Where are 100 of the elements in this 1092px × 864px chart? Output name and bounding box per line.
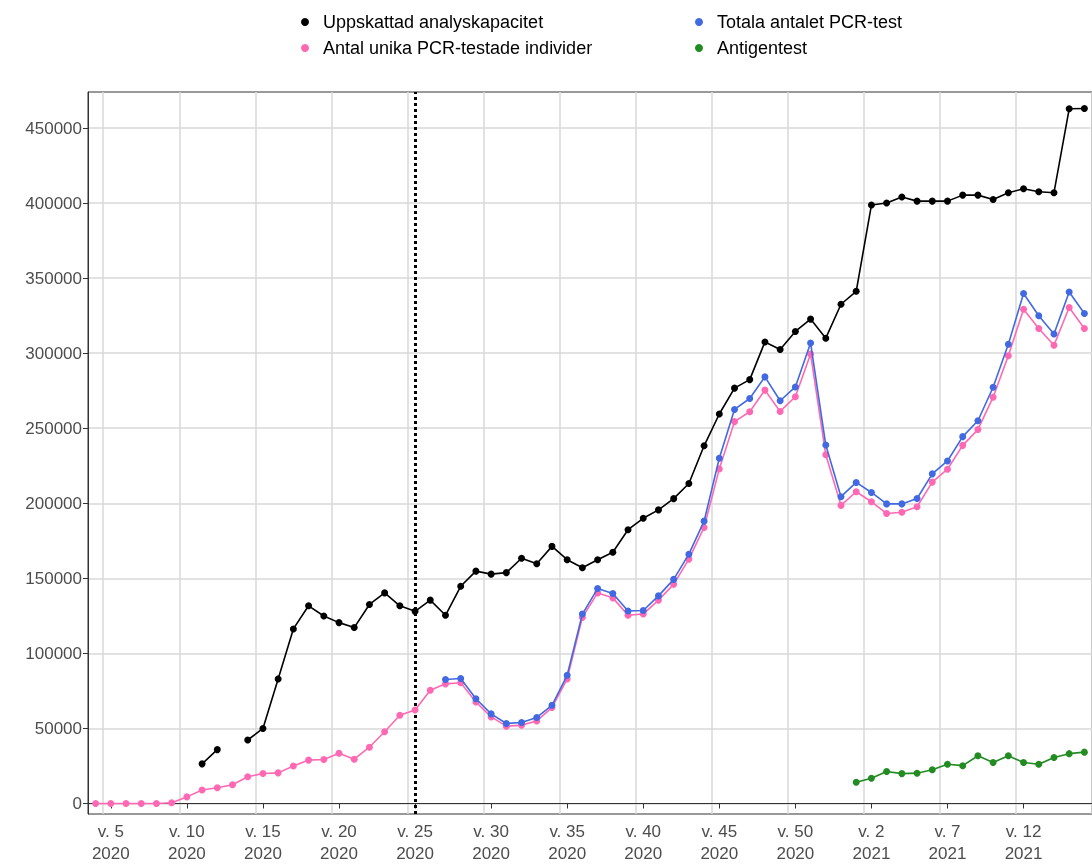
- point: [1020, 289, 1028, 297]
- point: [989, 759, 997, 767]
- point: [1004, 752, 1012, 760]
- point: [1020, 759, 1028, 767]
- point: [213, 746, 221, 754]
- point: [1080, 105, 1088, 113]
- point: [685, 479, 693, 487]
- point: [624, 526, 632, 534]
- point: [700, 442, 708, 450]
- point: [426, 596, 434, 604]
- point: [731, 384, 739, 392]
- x-tick-label: v. 2 2021: [852, 821, 891, 863]
- point: [518, 554, 526, 562]
- point: [974, 417, 982, 425]
- point: [1065, 105, 1073, 113]
- point: [320, 612, 328, 620]
- point: [928, 470, 936, 478]
- point: [867, 774, 875, 782]
- point: [578, 564, 586, 572]
- point: [365, 600, 373, 608]
- y-tick-label: 400000: [25, 193, 82, 213]
- x-tick-label: v. 5 2020: [91, 821, 130, 863]
- point: [715, 454, 723, 462]
- point: [1035, 188, 1043, 196]
- point: [639, 606, 647, 614]
- point: [898, 770, 906, 778]
- point: [791, 383, 799, 391]
- point: [289, 625, 297, 633]
- point: [791, 327, 799, 335]
- point: [396, 602, 404, 610]
- point: [837, 300, 845, 308]
- point: [989, 195, 997, 203]
- point: [411, 607, 419, 615]
- x-tick-label: v. 10 2020: [167, 821, 206, 863]
- point: [913, 769, 921, 777]
- x-tick-label: v. 20 2020: [320, 821, 358, 863]
- point: [959, 762, 967, 770]
- point: [867, 488, 875, 496]
- point: [457, 582, 465, 590]
- point: [867, 201, 875, 209]
- point: [928, 197, 936, 205]
- y-tick-label: 100000: [25, 643, 82, 663]
- point: [198, 760, 206, 768]
- point: [274, 675, 282, 683]
- x-tick-label: v. 40 2020: [624, 821, 663, 863]
- point: [776, 397, 784, 405]
- point: [654, 506, 662, 514]
- point: [1035, 312, 1043, 320]
- point: [959, 433, 967, 441]
- x-tick-label: v. 25 2020: [396, 821, 434, 863]
- point: [700, 517, 708, 525]
- point: [822, 441, 830, 449]
- legend-label: Antal unika PCR-testade individer: [323, 38, 593, 58]
- y-tick-label: 450000: [25, 118, 82, 138]
- legend-label: Uppskattad analyskapacitet: [323, 12, 544, 32]
- point: [472, 567, 480, 575]
- point: [898, 193, 906, 201]
- point: [670, 495, 678, 503]
- point: [974, 752, 982, 760]
- point: [1050, 189, 1058, 197]
- point: [1065, 288, 1073, 296]
- legend-label: Totala antalet PCR-test: [717, 12, 903, 32]
- y-tick-label: 50000: [34, 718, 82, 738]
- legend-label: Antigentest: [717, 38, 808, 58]
- point: [943, 197, 951, 205]
- x-tick-label: v. 35 2020: [548, 821, 587, 863]
- x-tick-label: v. 15 2020: [244, 821, 282, 863]
- point: [715, 410, 723, 418]
- point: [441, 611, 449, 619]
- point: [883, 199, 891, 207]
- point: [305, 602, 313, 610]
- point: [1065, 750, 1073, 758]
- point: [533, 713, 541, 721]
- point: [594, 556, 602, 564]
- point: [1004, 340, 1012, 348]
- point: [639, 514, 647, 522]
- y-tick-label: 300000: [25, 343, 82, 363]
- point: [335, 619, 343, 627]
- point: [852, 778, 860, 786]
- point: [381, 589, 389, 597]
- point: [883, 500, 891, 508]
- point: [563, 556, 571, 564]
- point: [974, 191, 982, 199]
- point: [898, 500, 906, 508]
- point: [807, 339, 815, 347]
- point: [244, 736, 252, 744]
- point: [1004, 189, 1012, 197]
- point: [913, 494, 921, 502]
- y-tick-label: 250000: [25, 418, 82, 438]
- point: [822, 334, 830, 342]
- point: [533, 560, 541, 568]
- point: [731, 405, 739, 413]
- x-tick-label: v. 12 2021: [1004, 821, 1043, 863]
- point: [928, 766, 936, 774]
- point: [594, 585, 602, 593]
- point: [852, 478, 860, 486]
- point: [502, 569, 510, 577]
- point: [487, 570, 495, 578]
- point: [943, 457, 951, 465]
- point: [1020, 185, 1028, 193]
